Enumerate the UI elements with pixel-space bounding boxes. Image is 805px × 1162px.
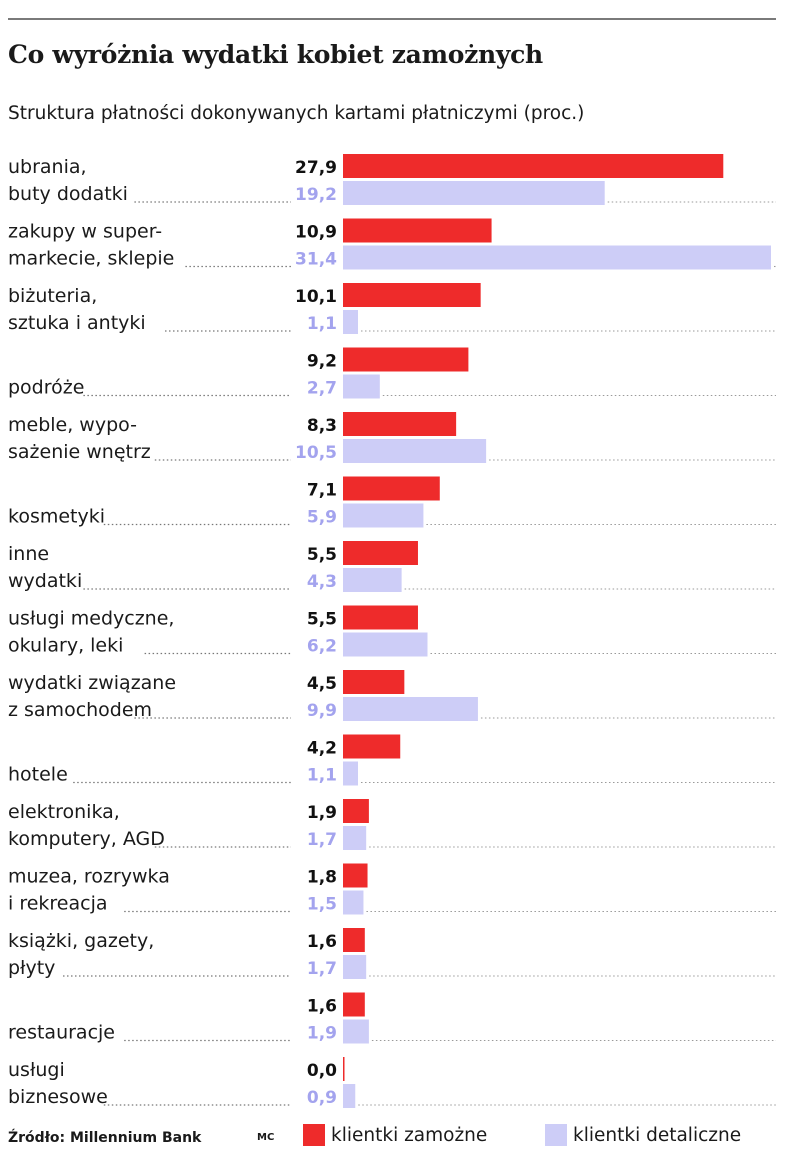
- data-label-series2: 19,2: [295, 185, 337, 205]
- bar-series1: [343, 605, 418, 630]
- bar-series1: [343, 412, 457, 436]
- category-label: hotele: [8, 764, 68, 786]
- data-label-series2: 1,1: [307, 314, 337, 334]
- data-label-series1: 10,9: [295, 223, 337, 243]
- chart-footer: Źródło: Millennium Bank MC klientki zamo…: [0, 1118, 805, 1154]
- data-label-series2: 0,9: [307, 1088, 337, 1108]
- data-label-series2: 1,1: [307, 766, 337, 786]
- bar-series2: [343, 568, 402, 592]
- author-initials: MC: [257, 1132, 275, 1143]
- data-label-series2: 2,7: [307, 379, 337, 399]
- category-label: okulary, leki: [8, 635, 123, 657]
- bar-series1: [343, 476, 440, 501]
- data-label-series2: 9,9: [307, 701, 337, 721]
- category-label: biżuteria,: [8, 285, 97, 307]
- legend-swatch-series2: [545, 1124, 567, 1146]
- category-label: i rekreacja: [8, 893, 108, 915]
- category-label: inne: [8, 543, 49, 565]
- category-label: kosmetyki: [8, 506, 105, 528]
- bar-series1: [343, 992, 365, 1017]
- bar-series1: [343, 734, 401, 759]
- top-rule: [8, 18, 776, 20]
- category-label: meble, wypo-: [8, 414, 137, 436]
- data-label-series1: 9,2: [307, 352, 337, 372]
- bar-series2: [343, 1084, 356, 1108]
- data-label-series1: 0,0: [307, 1061, 337, 1081]
- bar-series2: [343, 310, 358, 334]
- bar-series2: [343, 503, 424, 528]
- data-label-series2: 1,7: [307, 830, 337, 850]
- data-label-series2: 31,4: [295, 250, 337, 270]
- bar-series1: [343, 670, 405, 694]
- legend-label-series1: klientki zamożne: [331, 1124, 488, 1146]
- data-label-series1: 1,9: [307, 803, 337, 823]
- bar-series2: [343, 245, 771, 270]
- category-label: markecie, sklepie: [8, 248, 174, 270]
- data-label-series1: 8,3: [307, 416, 337, 436]
- bar-series2: [343, 826, 367, 850]
- legend-item-series2: klientki detaliczne: [545, 1124, 741, 1146]
- category-label: płyty: [8, 957, 55, 979]
- bar-series1: [343, 1057, 345, 1081]
- category-label: sażenie wnętrz: [8, 441, 151, 463]
- data-label-series1: 27,9: [295, 158, 337, 178]
- category-label: usługi: [8, 1059, 65, 1081]
- bar-series2: [343, 181, 605, 205]
- category-label: buty dodatki: [8, 183, 128, 205]
- category-label: usługi medyczne,: [8, 608, 174, 630]
- data-label-series2: 10,5: [295, 443, 337, 463]
- data-label-series1: 4,5: [307, 674, 337, 694]
- data-label-series1: 5,5: [307, 610, 337, 630]
- data-label-series2: 1,5: [307, 895, 337, 915]
- data-label-series1: 1,6: [307, 932, 337, 952]
- bar-series1: [343, 928, 365, 952]
- legend-label-series2: klientki detaliczne: [573, 1124, 742, 1146]
- bar-series1: [343, 283, 481, 307]
- bar-series2: [343, 890, 364, 915]
- data-label-series1: 10,1: [295, 287, 337, 307]
- category-label: podróże: [8, 377, 84, 399]
- data-label-series1: 1,6: [307, 997, 337, 1017]
- bar-series2: [343, 955, 367, 979]
- category-label: ubrania,: [8, 156, 87, 178]
- data-label-series1: 4,2: [307, 739, 337, 759]
- category-label: restauracje: [8, 1022, 115, 1044]
- bar-series2: [343, 374, 380, 399]
- data-label-series2: 1,7: [307, 959, 337, 979]
- bar-series1: [343, 863, 368, 888]
- bar-series1: [343, 799, 369, 823]
- bar-series2: [343, 761, 358, 786]
- category-label: wydatki związane: [8, 672, 176, 694]
- bar-series2: [343, 697, 478, 721]
- data-label-series2: 5,9: [307, 508, 337, 528]
- chart-title: Co wyróżnia wydatki kobiet zamożnych: [8, 40, 543, 69]
- data-label-series2: 1,9: [307, 1024, 337, 1044]
- bar-series1: [343, 154, 724, 178]
- data-label-series2: 6,2: [307, 637, 337, 657]
- source-note: Źródło: Millennium Bank: [8, 1130, 202, 1146]
- bar-chart: 27,9 19,2 ubrania, buty dodatki 10,9 31,4 zaku…: [8, 154, 776, 1108]
- legend-swatch-series1: [303, 1124, 325, 1146]
- chart-subtitle: Struktura płatności dokonywanych kartami…: [8, 103, 585, 124]
- legend-item-series1: klientki zamożne: [303, 1124, 487, 1146]
- category-label: komputery, AGD: [8, 828, 165, 850]
- bar-series1: [343, 218, 492, 243]
- bar-series2: [343, 632, 428, 657]
- data-label-series1: 7,1: [307, 481, 337, 501]
- category-label: elektronika,: [8, 801, 120, 823]
- bar-series1: [343, 347, 469, 372]
- data-label-series1: 1,8: [307, 868, 337, 888]
- bar-series2: [343, 439, 487, 463]
- category-label: z samochodem: [8, 699, 152, 721]
- category-label: zakupy w super-: [8, 221, 162, 243]
- category-label: książki, gazety,: [8, 930, 154, 952]
- category-label: muzea, rozrywka: [8, 866, 170, 888]
- category-label: biznesowe: [8, 1086, 108, 1108]
- category-label: sztuka i antyki: [8, 312, 146, 334]
- data-label-series1: 5,5: [307, 545, 337, 565]
- data-label-series2: 4,3: [307, 572, 337, 592]
- category-label: wydatki: [8, 570, 82, 592]
- bar-series2: [343, 1019, 369, 1044]
- bar-series1: [343, 541, 418, 565]
